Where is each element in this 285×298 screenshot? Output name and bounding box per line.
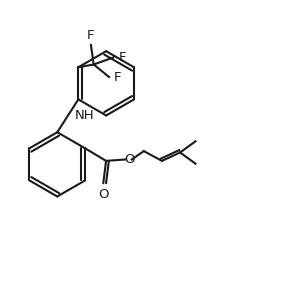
Text: F: F — [118, 51, 126, 64]
Text: O: O — [125, 153, 135, 166]
Text: F: F — [87, 29, 95, 42]
Text: NH: NH — [75, 109, 94, 122]
Text: O: O — [98, 188, 109, 201]
Text: F: F — [114, 71, 122, 83]
